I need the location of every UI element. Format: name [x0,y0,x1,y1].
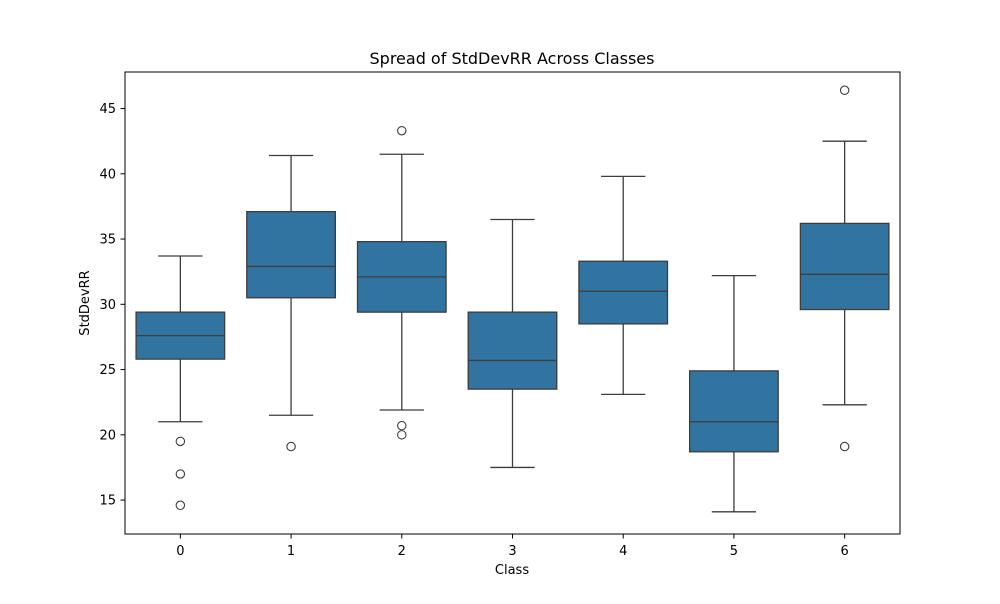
x-tick-label: 3 [508,544,516,559]
chart-title: Spread of StdDevRR Across Classes [370,49,655,68]
x-tick-label: 6 [841,544,849,559]
outlier-point [397,420,407,431]
x-tick-label: 2 [398,544,406,559]
box-iqr [799,222,890,311]
outlier-point [397,125,407,136]
y-tick-label: 25 [99,363,116,378]
x-tick-label: 5 [730,544,738,559]
box-iqr [467,311,558,390]
y-tick-label: 40 [99,167,116,182]
x-tick-label: 4 [619,544,627,559]
plot-area [135,85,890,513]
outlier-point [286,441,296,452]
outlier-point [175,500,186,511]
box-iqr [688,370,779,453]
box-group-class-5 [688,274,779,513]
box-group-class-3 [467,218,558,469]
x-tick-label: 1 [287,544,295,559]
y-axis-label: StdDevRR [78,270,93,335]
outlier-point [175,469,186,479]
y-tick-label: 20 [99,428,116,443]
x-axis: 0 1 2 3 4 5 6 [176,534,849,559]
outlier-point [839,85,850,96]
box-group-class-2 [356,125,447,440]
y-tick-label: 35 [99,233,116,248]
y-axis: 15 20 25 30 35 40 45 [99,102,125,509]
y-tick-label: 30 [99,298,116,313]
outlier-point [175,436,186,447]
outlier-point [397,430,407,440]
box-group-class-6 [799,85,890,452]
y-tick-label: 15 [99,494,116,509]
box-group-class-4 [578,175,669,396]
outlier-point [839,441,850,452]
box-group-class-1 [246,154,337,452]
x-axis-label: Class [495,563,529,578]
box-group-class-0 [135,255,226,511]
box-iqr [246,210,337,299]
x-tick-label: 0 [176,544,184,559]
box-iqr [578,260,669,325]
y-tick-label: 45 [99,102,116,117]
